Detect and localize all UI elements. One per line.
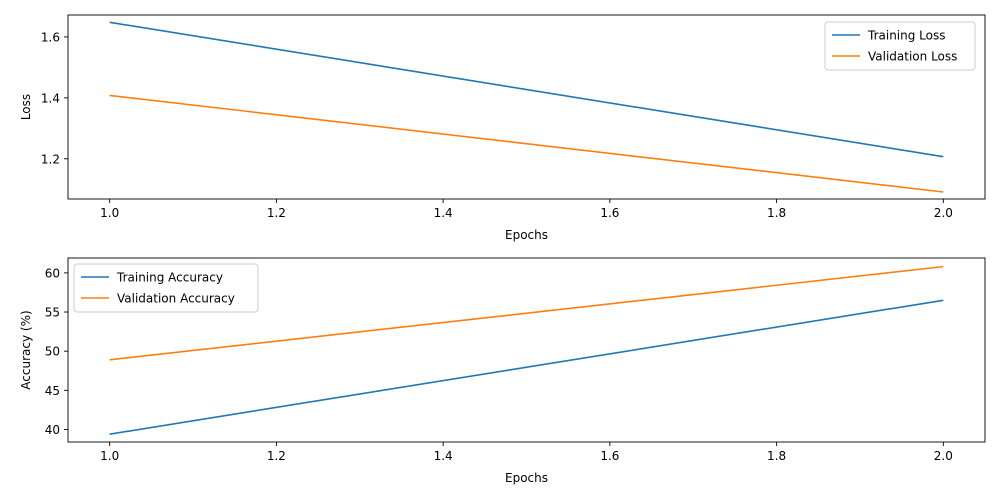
y-tick-label: 1.2 [41, 152, 60, 166]
legend-box [73, 263, 259, 313]
series-line-validation-accuracy [109, 265, 944, 361]
y-tick-label: 55 [45, 306, 60, 320]
x-tick-label: 2.0 [934, 206, 953, 220]
subplot-loss: 1.0 1.2 1.4 1.6 1.8 2.0 1.2 1.4 1.6 Epochs Loss Tra… [19, 14, 986, 242]
x-tick-label: 2.0 [934, 449, 953, 463]
y-tick-label: 45 [45, 384, 60, 398]
y-tick-label: 50 [45, 345, 60, 359]
series-line-training-accuracy [109, 299, 944, 435]
y-tick-label: 1.4 [41, 91, 60, 105]
series-line-training-loss [109, 21, 944, 158]
legend-label: Validation Accuracy [117, 292, 235, 306]
legend-box [824, 21, 976, 71]
legend: Training Loss Validation Loss [824, 21, 976, 71]
x-axis-label: Epochs [505, 471, 548, 485]
x-tick-label: 1.4 [434, 449, 453, 463]
legend-label: Validation Loss [868, 50, 957, 64]
x-tick-label: 1.6 [600, 206, 619, 220]
legend-label: Training Loss [867, 29, 945, 43]
y-axis-label: Accuracy (%) [19, 310, 33, 389]
x-tick-label: 1.2 [267, 206, 286, 220]
x-axis-label: Epochs [505, 228, 548, 242]
x-tick-label: 1.0 [100, 206, 119, 220]
x-tick-label: 1.2 [267, 449, 286, 463]
y-tick-label: 40 [45, 423, 60, 437]
x-tick-label: 1.8 [767, 449, 786, 463]
x-tick-label: 1.8 [767, 206, 786, 220]
series-line-validation-loss [109, 94, 944, 193]
x-tick-label: 1.6 [600, 449, 619, 463]
x-tick-label: 1.0 [100, 449, 119, 463]
x-tick-label: 1.4 [434, 206, 453, 220]
axes-frame [67, 257, 986, 443]
axes-frame [67, 14, 986, 200]
y-axis-label: Loss [19, 94, 33, 120]
y-tick-label: 1.6 [41, 30, 60, 44]
legend: Training Accuracy Validation Accuracy [73, 263, 259, 313]
y-tick-label: 60 [45, 266, 60, 280]
legend-label: Training Accuracy [116, 271, 223, 285]
subplot-accuracy: 1.0 1.2 1.4 1.6 1.8 2.0 40 45 50 55 60 Epochs Accura… [19, 257, 986, 485]
